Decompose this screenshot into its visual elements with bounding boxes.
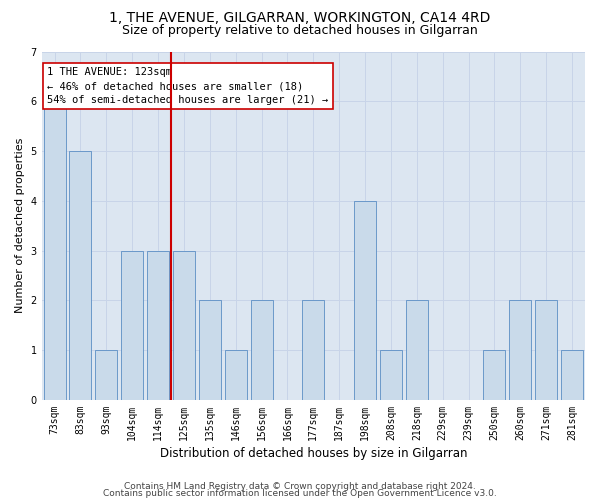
Bar: [225, 350, 247, 400]
Bar: [509, 300, 532, 400]
X-axis label: Distribution of detached houses by size in Gilgarran: Distribution of detached houses by size …: [160, 447, 467, 460]
Bar: [44, 102, 65, 400]
Text: 1 THE AVENUE: 123sqm
← 46% of detached houses are smaller (18)
54% of semi-detac: 1 THE AVENUE: 123sqm ← 46% of detached h…: [47, 67, 328, 105]
Text: Size of property relative to detached houses in Gilgarran: Size of property relative to detached ho…: [122, 24, 478, 37]
Bar: [147, 250, 169, 400]
Bar: [70, 151, 91, 400]
Bar: [484, 350, 505, 400]
Text: Contains public sector information licensed under the Open Government Licence v3: Contains public sector information licen…: [103, 490, 497, 498]
Bar: [380, 350, 402, 400]
Bar: [354, 201, 376, 400]
Bar: [535, 300, 557, 400]
Bar: [561, 350, 583, 400]
Bar: [121, 250, 143, 400]
Y-axis label: Number of detached properties: Number of detached properties: [15, 138, 25, 314]
Bar: [199, 300, 221, 400]
Bar: [95, 350, 118, 400]
Text: 1, THE AVENUE, GILGARRAN, WORKINGTON, CA14 4RD: 1, THE AVENUE, GILGARRAN, WORKINGTON, CA…: [109, 11, 491, 25]
Text: Contains HM Land Registry data © Crown copyright and database right 2024.: Contains HM Land Registry data © Crown c…: [124, 482, 476, 491]
Bar: [406, 300, 428, 400]
Bar: [251, 300, 272, 400]
Bar: [302, 300, 325, 400]
Bar: [173, 250, 195, 400]
